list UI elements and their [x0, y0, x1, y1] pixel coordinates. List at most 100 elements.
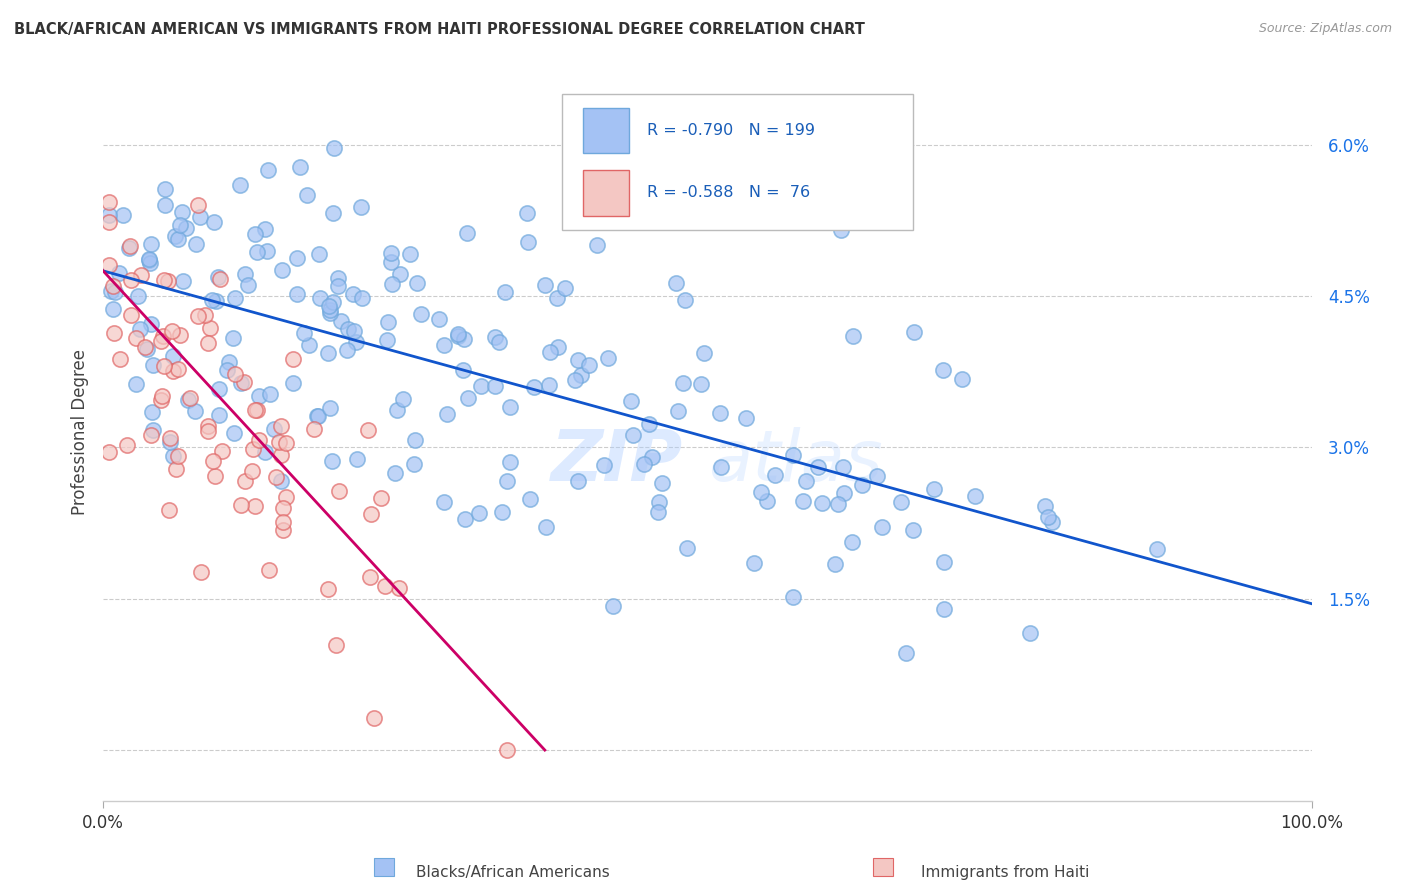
Point: [167, 231, 190, 245]
Point: [519, 491, 541, 506]
Point: [222, 331, 245, 345]
Point: [496, 474, 519, 488]
Point: [547, 340, 569, 354]
Point: [319, 302, 342, 317]
Point: [319, 306, 342, 320]
Point: [735, 410, 758, 425]
Point: [273, 523, 295, 537]
FancyBboxPatch shape: [562, 94, 912, 230]
Point: [903, 523, 925, 537]
Point: [152, 273, 174, 287]
Point: [141, 317, 163, 331]
Point: [638, 417, 661, 431]
Point: [207, 270, 229, 285]
Point: [139, 236, 162, 251]
Point: [197, 336, 219, 351]
Point: [162, 349, 184, 363]
Point: [176, 220, 198, 235]
Point: [336, 343, 359, 358]
Point: [231, 499, 253, 513]
Text: Immigrants from Haiti: Immigrants from Haiti: [921, 865, 1090, 880]
Point: [866, 468, 889, 483]
Point: [141, 405, 163, 419]
Point: [932, 363, 955, 377]
Point: [1019, 626, 1042, 640]
Point: [325, 638, 347, 652]
Point: [491, 505, 513, 519]
Point: [648, 494, 671, 508]
Point: [538, 345, 561, 359]
Point: [288, 160, 311, 174]
Point: [567, 353, 589, 368]
Point: [183, 404, 205, 418]
Point: [318, 401, 340, 416]
Point: [323, 141, 346, 155]
Point: [153, 359, 176, 374]
Y-axis label: Professional Degree: Professional Degree: [72, 350, 89, 516]
Point: [209, 272, 232, 286]
Point: [388, 267, 411, 281]
Point: [172, 205, 194, 219]
Point: [253, 445, 276, 459]
Point: [115, 438, 138, 452]
Point: [160, 324, 183, 338]
Point: [179, 391, 201, 405]
Point: [342, 287, 364, 301]
Point: [166, 449, 188, 463]
Point: [447, 328, 470, 343]
Point: [782, 590, 804, 604]
Point: [409, 307, 432, 321]
Point: [141, 427, 163, 442]
Point: [138, 252, 160, 266]
Point: [124, 376, 146, 391]
Point: [554, 280, 576, 294]
Point: [330, 314, 353, 328]
Point: [337, 322, 360, 336]
Point: [343, 324, 366, 338]
Point: [242, 442, 264, 456]
Point: [208, 409, 231, 423]
Point: [270, 419, 292, 434]
Point: [374, 579, 396, 593]
Point: [120, 308, 142, 322]
Point: [309, 292, 332, 306]
Point: [896, 646, 918, 660]
Point: [159, 431, 181, 445]
Point: [621, 428, 644, 442]
Point: [204, 468, 226, 483]
Point: [218, 355, 240, 369]
Point: [247, 433, 270, 447]
Point: [208, 383, 231, 397]
Point: [169, 218, 191, 232]
Point: [1146, 541, 1168, 556]
Point: [165, 462, 187, 476]
Point: [763, 468, 786, 483]
Point: [451, 363, 474, 377]
Point: [794, 475, 817, 489]
Point: [749, 485, 772, 500]
Point: [232, 375, 254, 389]
Point: [298, 338, 321, 352]
Point: [357, 423, 380, 437]
Point: [264, 469, 287, 483]
Point: [246, 403, 269, 417]
Point: [233, 474, 256, 488]
Point: [305, 409, 328, 424]
Point: [454, 512, 477, 526]
Point: [950, 371, 973, 385]
Point: [384, 467, 406, 481]
Point: [98, 195, 121, 210]
Point: [433, 338, 456, 352]
Point: [295, 187, 318, 202]
Point: [427, 312, 450, 326]
Point: [281, 351, 304, 366]
Point: [176, 393, 198, 408]
Point: [377, 333, 399, 347]
Point: [162, 449, 184, 463]
Point: [118, 241, 141, 255]
Point: [456, 226, 478, 240]
Point: [167, 362, 190, 376]
Point: [596, 351, 619, 365]
Point: [187, 198, 209, 212]
Point: [246, 244, 269, 259]
